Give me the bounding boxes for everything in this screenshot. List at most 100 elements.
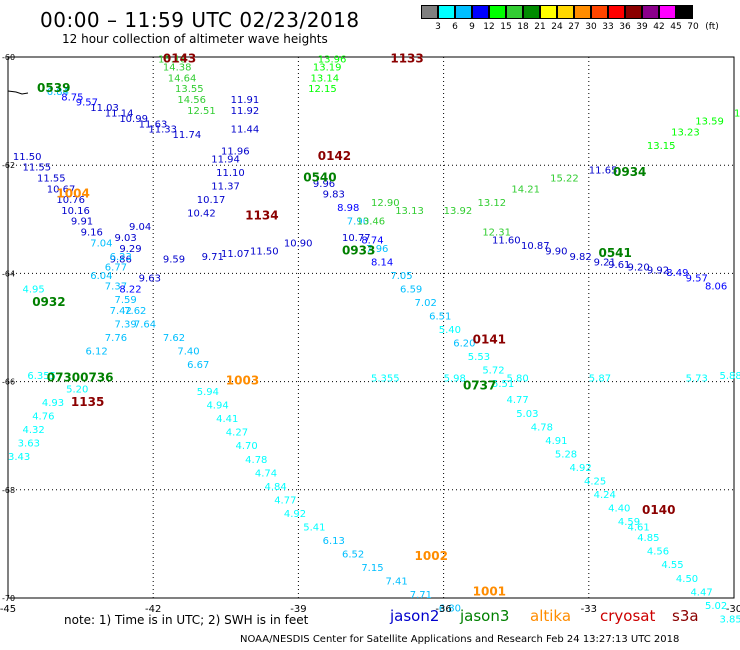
swh-value: 13.13 (395, 206, 424, 217)
swh-value: 5.72 (482, 365, 504, 376)
swh-value: 11.55 (37, 173, 66, 184)
pass-time-label: 0141 (473, 333, 506, 347)
swh-value: 11.03 (90, 103, 119, 114)
swh-value: 12.31 (482, 228, 511, 239)
swh-value: 7.59 (114, 295, 136, 306)
swh-value: 13.14 (311, 73, 340, 84)
swh-value: 7.37 (105, 282, 127, 293)
swh-value: 5.40 (439, 325, 461, 336)
swh-value: 8.49 (666, 268, 688, 279)
swh-value: 7.39 (114, 320, 136, 331)
swh-value: 6.13 (323, 536, 345, 547)
swh-value: 3.85 (719, 614, 740, 625)
swh-value: 10.42 (187, 209, 216, 220)
swh-value: 11.96 (221, 146, 250, 157)
swh-value: 8.06 (705, 282, 727, 293)
swh-value: 4.27 (226, 428, 248, 439)
swh-value: 13.55 (175, 84, 204, 95)
pass-time-label: 1003 (226, 373, 259, 387)
colorbar-swatch (659, 5, 676, 19)
lat-tick-label: -68 (2, 486, 15, 495)
pass-time-label: 0933 (342, 243, 375, 257)
colorbar-label: 30 (585, 22, 597, 32)
swh-value: 11.50 (13, 152, 42, 163)
swh-value: 7.04 (90, 238, 112, 249)
swh-value: 11.92 (231, 106, 260, 117)
colorbar-label: 70 (687, 22, 699, 32)
swh-value: 11.37 (211, 182, 240, 193)
graticule (8, 57, 734, 598)
swh-value: 5.80 (507, 374, 529, 385)
swh-value: 11.55 (23, 163, 52, 174)
swh-value: 4.76 (32, 411, 54, 422)
swh-value: 4.56 (647, 547, 669, 558)
swh-value: 4.93 (42, 398, 64, 409)
swh-value: 4.40 (608, 503, 630, 514)
swh-value: 6.84 (47, 87, 69, 98)
swh-value: 6.51 (429, 311, 451, 322)
swh-value: 7.02 (415, 298, 437, 309)
colorbar-label: 42 (653, 22, 665, 32)
swh-value: 13.15 (647, 141, 676, 152)
pass-time-label: 0142 (318, 149, 351, 163)
swh-value: 4.92 (569, 463, 591, 474)
lon-tick-label: -39 (290, 604, 306, 615)
swh-value: 7.40 (177, 347, 199, 358)
pass-time-label: 0140 (642, 503, 675, 517)
swh-value: 8.75 (61, 92, 83, 103)
chart-title: 00:00 – 11:59 UTC 02/23/2018 (40, 8, 360, 32)
swh-value: 11.60 (492, 236, 521, 247)
colorbar-label: 15 (500, 22, 512, 32)
colorbar-swatch (455, 5, 472, 19)
swh-value: 11.10 (216, 168, 245, 179)
pass-time-labels: 0143 1133 0539 0142 1004 0540 0934 1134 0933 0541… (32, 51, 675, 598)
swh-value: 9.21 (594, 257, 616, 268)
swh-value: 4.70 (235, 441, 257, 452)
swh-value: 5.53 (468, 352, 490, 363)
swh-value: 4.47 (690, 587, 712, 598)
colorbar-swatch (676, 5, 693, 19)
colorbar-swatch (540, 5, 557, 19)
swh-value: 7.64 (134, 320, 156, 331)
swh-value: 11.65 (589, 165, 618, 176)
swh-value: 9.96 (313, 179, 335, 190)
swh-value: 4.41 (216, 414, 238, 425)
swh-value: 4.25 (584, 476, 606, 487)
swh-value: 4.77 (274, 495, 296, 506)
swh-value: 9.91 (71, 217, 93, 228)
pass-time-label: 0540 (303, 170, 336, 184)
swh-value: 13.19 (313, 63, 342, 74)
swh-value: 4.55 (661, 560, 683, 571)
swh-value: 4.78 (245, 455, 267, 466)
pass-time-label: 1001 (473, 584, 506, 598)
footer-note: note: 1) Time is in UTC; 2) SWH is in fe… (64, 613, 309, 627)
swh-value: 10.90 (284, 238, 313, 249)
swh-value: 9.16 (81, 228, 103, 239)
swh-value: 7.41 (386, 576, 408, 587)
swh-value: 8.74 (361, 236, 383, 247)
swh-value: 6.77 (105, 263, 127, 274)
swh-value: 7.71 (410, 590, 432, 601)
swh-value: 9.20 (628, 263, 650, 274)
swh-value: 4.74 (255, 468, 277, 479)
swh-value: 3.63 (18, 439, 40, 450)
lon-tick-label: -42 (145, 604, 161, 615)
legend-s3a: s3a (672, 607, 699, 625)
swh-value: 14.21 (511, 184, 540, 195)
swh-value: 10.99 (119, 114, 148, 125)
pass-time-label: 0934 (613, 165, 646, 179)
swh-value: 11.44 (231, 125, 260, 136)
colorbar (421, 5, 693, 19)
swh-value: 6.52 (342, 549, 364, 560)
colorbar-swatch (591, 5, 608, 19)
swh-value: 5.355 (371, 374, 400, 385)
swh-value: 4.61 (628, 522, 650, 533)
swh-value: 6.12 (85, 347, 107, 358)
colorbar-swatch (608, 5, 625, 19)
map-border (7, 56, 735, 599)
swh-value: 4.84 (265, 482, 287, 493)
colorbar-labels: 3 6 9 12 15 18 21 24 27 30 33 36 39 42 45 70 (ft) (421, 22, 740, 34)
swh-value: 8.14 (371, 257, 393, 268)
swh-value: 4.92 (284, 509, 306, 520)
